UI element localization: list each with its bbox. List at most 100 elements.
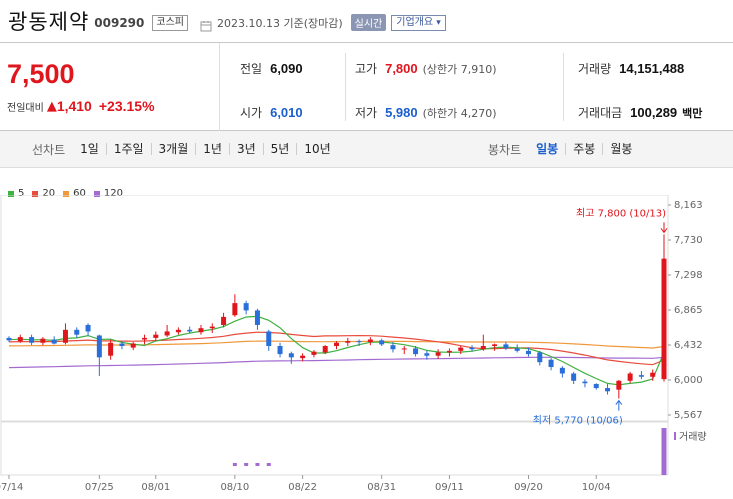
candle-body	[288, 353, 294, 358]
as-of-date: 2023.10.13 기준(장마감)	[217, 16, 343, 30]
divider	[345, 53, 346, 121]
candle-body	[492, 344, 498, 346]
period-1d[interactable]: 1일	[80, 142, 99, 156]
candle-body	[559, 367, 565, 374]
prev-close: 전일 6,090	[240, 60, 303, 77]
legend-swatch	[93, 190, 100, 197]
volume-legend-swatch	[674, 432, 676, 440]
price-summary: 7,500 전일대비 ▲ 1,410 +23.15%	[0, 43, 220, 131]
legend-swatch	[63, 190, 70, 197]
candle-body	[164, 331, 170, 336]
candle-body	[142, 337, 148, 340]
candle-body	[74, 329, 80, 335]
candle-body	[322, 345, 328, 353]
volume-bar	[255, 463, 260, 466]
y-tick-label: 7,298	[674, 270, 703, 281]
legend-label: 20	[42, 188, 56, 199]
company-info-label: 기업개요	[396, 16, 434, 28]
legend-label: 60	[73, 188, 86, 199]
candle-body	[616, 380, 622, 390]
y-tick-label: 6,432	[674, 340, 703, 351]
candle-chart-label: 봉차트	[488, 142, 522, 157]
candlestick-chart[interactable]: 8,163 7,730 7,298 6,865 6,432 6,000 5,567 07/14…	[0, 195, 733, 499]
high-arrow-icon	[660, 222, 668, 234]
candle-body	[119, 343, 125, 346]
candle-body	[627, 373, 633, 381]
candle-body	[209, 326, 215, 329]
ma5-line	[8, 315, 665, 386]
change-percent: +23.15%	[98, 98, 155, 114]
up-arrow-icon: ▲	[46, 98, 57, 114]
candle-body	[356, 341, 362, 343]
lower-limit: (하한가 4,270)	[422, 107, 497, 120]
volume-label: 거래량	[679, 431, 707, 443]
ma-legend: 5 20 60 120	[8, 188, 131, 199]
candle-body	[593, 384, 599, 389]
line-chart-label: 선차트	[32, 142, 66, 157]
candle-body	[17, 337, 23, 342]
candle-body	[638, 375, 644, 377]
candle-body	[6, 337, 12, 341]
change-label: 전일대비	[7, 102, 44, 114]
volume-bar	[661, 428, 667, 475]
open-label: 시가	[240, 106, 263, 120]
chart-toolbar: 선차트 1일 1주일 3개월 1년 3년 5년 10년 봉차트 일봉 주봉 월봉	[0, 131, 733, 168]
candle-body	[108, 342, 114, 356]
low-annotation: 최저 5,770 (10/06)	[533, 415, 623, 427]
company-info-button[interactable]: 기업개요 ▾	[391, 14, 446, 31]
period-1y[interactable]: 1년	[195, 143, 229, 155]
candle-body	[62, 329, 68, 343]
volume-bar	[232, 463, 237, 466]
low-price: 저가 5,980 (하한가 4,270)	[355, 104, 497, 121]
low-arrow-icon	[615, 399, 623, 411]
candle-body	[51, 339, 57, 344]
candle-body	[40, 338, 46, 343]
trade-amount: 거래대금 100,289 백만	[578, 104, 702, 121]
price-change: 전일대비 ▲ 1,410 +23.15%	[7, 98, 155, 114]
x-tick-label: 09/20	[514, 482, 543, 493]
quote-panel: 7,500 전일대비 ▲ 1,410 +23.15% 전일 6,090 시가 6…	[0, 42, 733, 131]
stock-code: 009290	[94, 16, 145, 30]
candle-monthly[interactable]: 월봉	[602, 143, 639, 155]
candle-daily[interactable]: 일봉	[536, 142, 559, 156]
period-5y[interactable]: 5년	[262, 143, 297, 155]
realtime-button[interactable]: 실시간	[350, 14, 387, 31]
high-price: 고가 7,800 (상한가 7,910)	[355, 60, 497, 77]
high-value: 7,800	[385, 61, 418, 76]
y-tick-label: 8,163	[674, 200, 703, 211]
x-tick-label: 08/10	[220, 482, 249, 493]
candle-body	[661, 258, 667, 380]
x-tick-label: 09/11	[435, 482, 464, 493]
legend-swatch	[8, 190, 14, 197]
legend-swatch	[32, 190, 39, 197]
x-tick-label: 08/01	[141, 482, 170, 493]
candle-body	[424, 353, 430, 356]
candle-body	[525, 350, 531, 355]
period-3m[interactable]: 3개월	[150, 143, 196, 155]
x-tick-label: 07/14	[0, 482, 23, 493]
candle-body	[96, 335, 102, 358]
y-tick-label: 7,730	[674, 235, 703, 246]
legend-ma60: 60	[63, 188, 86, 199]
prev-close-label: 전일	[240, 62, 263, 76]
candle-body	[277, 345, 283, 355]
candle-weekly[interactable]: 주봉	[565, 143, 602, 155]
amount-unit: 백만	[682, 107, 703, 120]
change-value: 1,410	[56, 98, 92, 114]
x-tick-label: 08/22	[288, 482, 317, 493]
amount-label: 거래대금	[578, 106, 623, 120]
candle-body	[458, 347, 464, 351]
price-panel-frame	[0, 195, 669, 422]
period-10y[interactable]: 10년	[296, 143, 337, 155]
candle-body	[571, 373, 577, 381]
period-1w[interactable]: 1주일	[105, 143, 151, 155]
volume-bar	[266, 463, 271, 466]
low-value: 5,980	[385, 105, 418, 120]
period-3y[interactable]: 3년	[228, 143, 263, 155]
x-tick-label: 10/04	[582, 482, 611, 493]
candle-body	[85, 324, 91, 332]
volume-value: 14,151,488	[619, 61, 685, 76]
legend-ma20: 20	[32, 188, 55, 199]
candle-body	[300, 355, 306, 359]
ma120-line	[8, 356, 665, 369]
